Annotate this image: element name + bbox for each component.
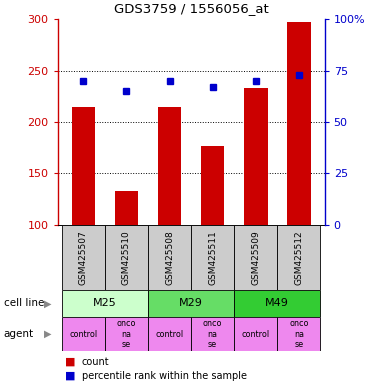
Bar (277, 317, 320, 351)
Bar (148, 317, 191, 351)
Bar (234, 225, 277, 290)
Bar (234, 290, 320, 317)
Text: GSM425512: GSM425512 (294, 230, 303, 285)
Bar (158, 106, 181, 225)
Text: GSM425507: GSM425507 (79, 230, 88, 285)
Text: ▶: ▶ (44, 329, 51, 339)
Text: onco
na
se: onco na se (289, 319, 309, 349)
Bar (244, 88, 267, 225)
Bar (287, 22, 311, 225)
Text: onco
na
se: onco na se (117, 319, 136, 349)
Text: GSM425511: GSM425511 (208, 230, 217, 285)
Text: GSM425509: GSM425509 (251, 230, 260, 285)
Bar (148, 225, 191, 290)
Bar (62, 290, 148, 317)
Text: M25: M25 (93, 298, 117, 308)
Text: GSM425508: GSM425508 (165, 230, 174, 285)
Text: count: count (82, 357, 109, 367)
Bar (115, 191, 138, 225)
Text: M29: M29 (179, 298, 203, 308)
Bar (277, 225, 320, 290)
Text: M49: M49 (265, 298, 289, 308)
Text: percentile rank within the sample: percentile rank within the sample (82, 371, 247, 381)
Text: control: control (155, 329, 184, 339)
Text: ■: ■ (65, 371, 75, 381)
Bar (191, 317, 234, 351)
Text: control: control (69, 329, 98, 339)
Bar (105, 225, 148, 290)
Bar (148, 290, 234, 317)
Bar (72, 106, 95, 225)
Bar (201, 146, 224, 225)
Bar (62, 225, 105, 290)
Title: GDS3759 / 1556056_at: GDS3759 / 1556056_at (114, 2, 269, 15)
Text: onco
na
se: onco na se (203, 319, 222, 349)
Text: control: control (242, 329, 270, 339)
Bar (62, 317, 105, 351)
Text: ▶: ▶ (44, 298, 51, 308)
Text: ■: ■ (65, 357, 75, 367)
Bar (105, 317, 148, 351)
Text: GSM425510: GSM425510 (122, 230, 131, 285)
Text: agent: agent (4, 329, 34, 339)
Text: cell line: cell line (4, 298, 44, 308)
Bar (191, 225, 234, 290)
Bar (234, 317, 277, 351)
